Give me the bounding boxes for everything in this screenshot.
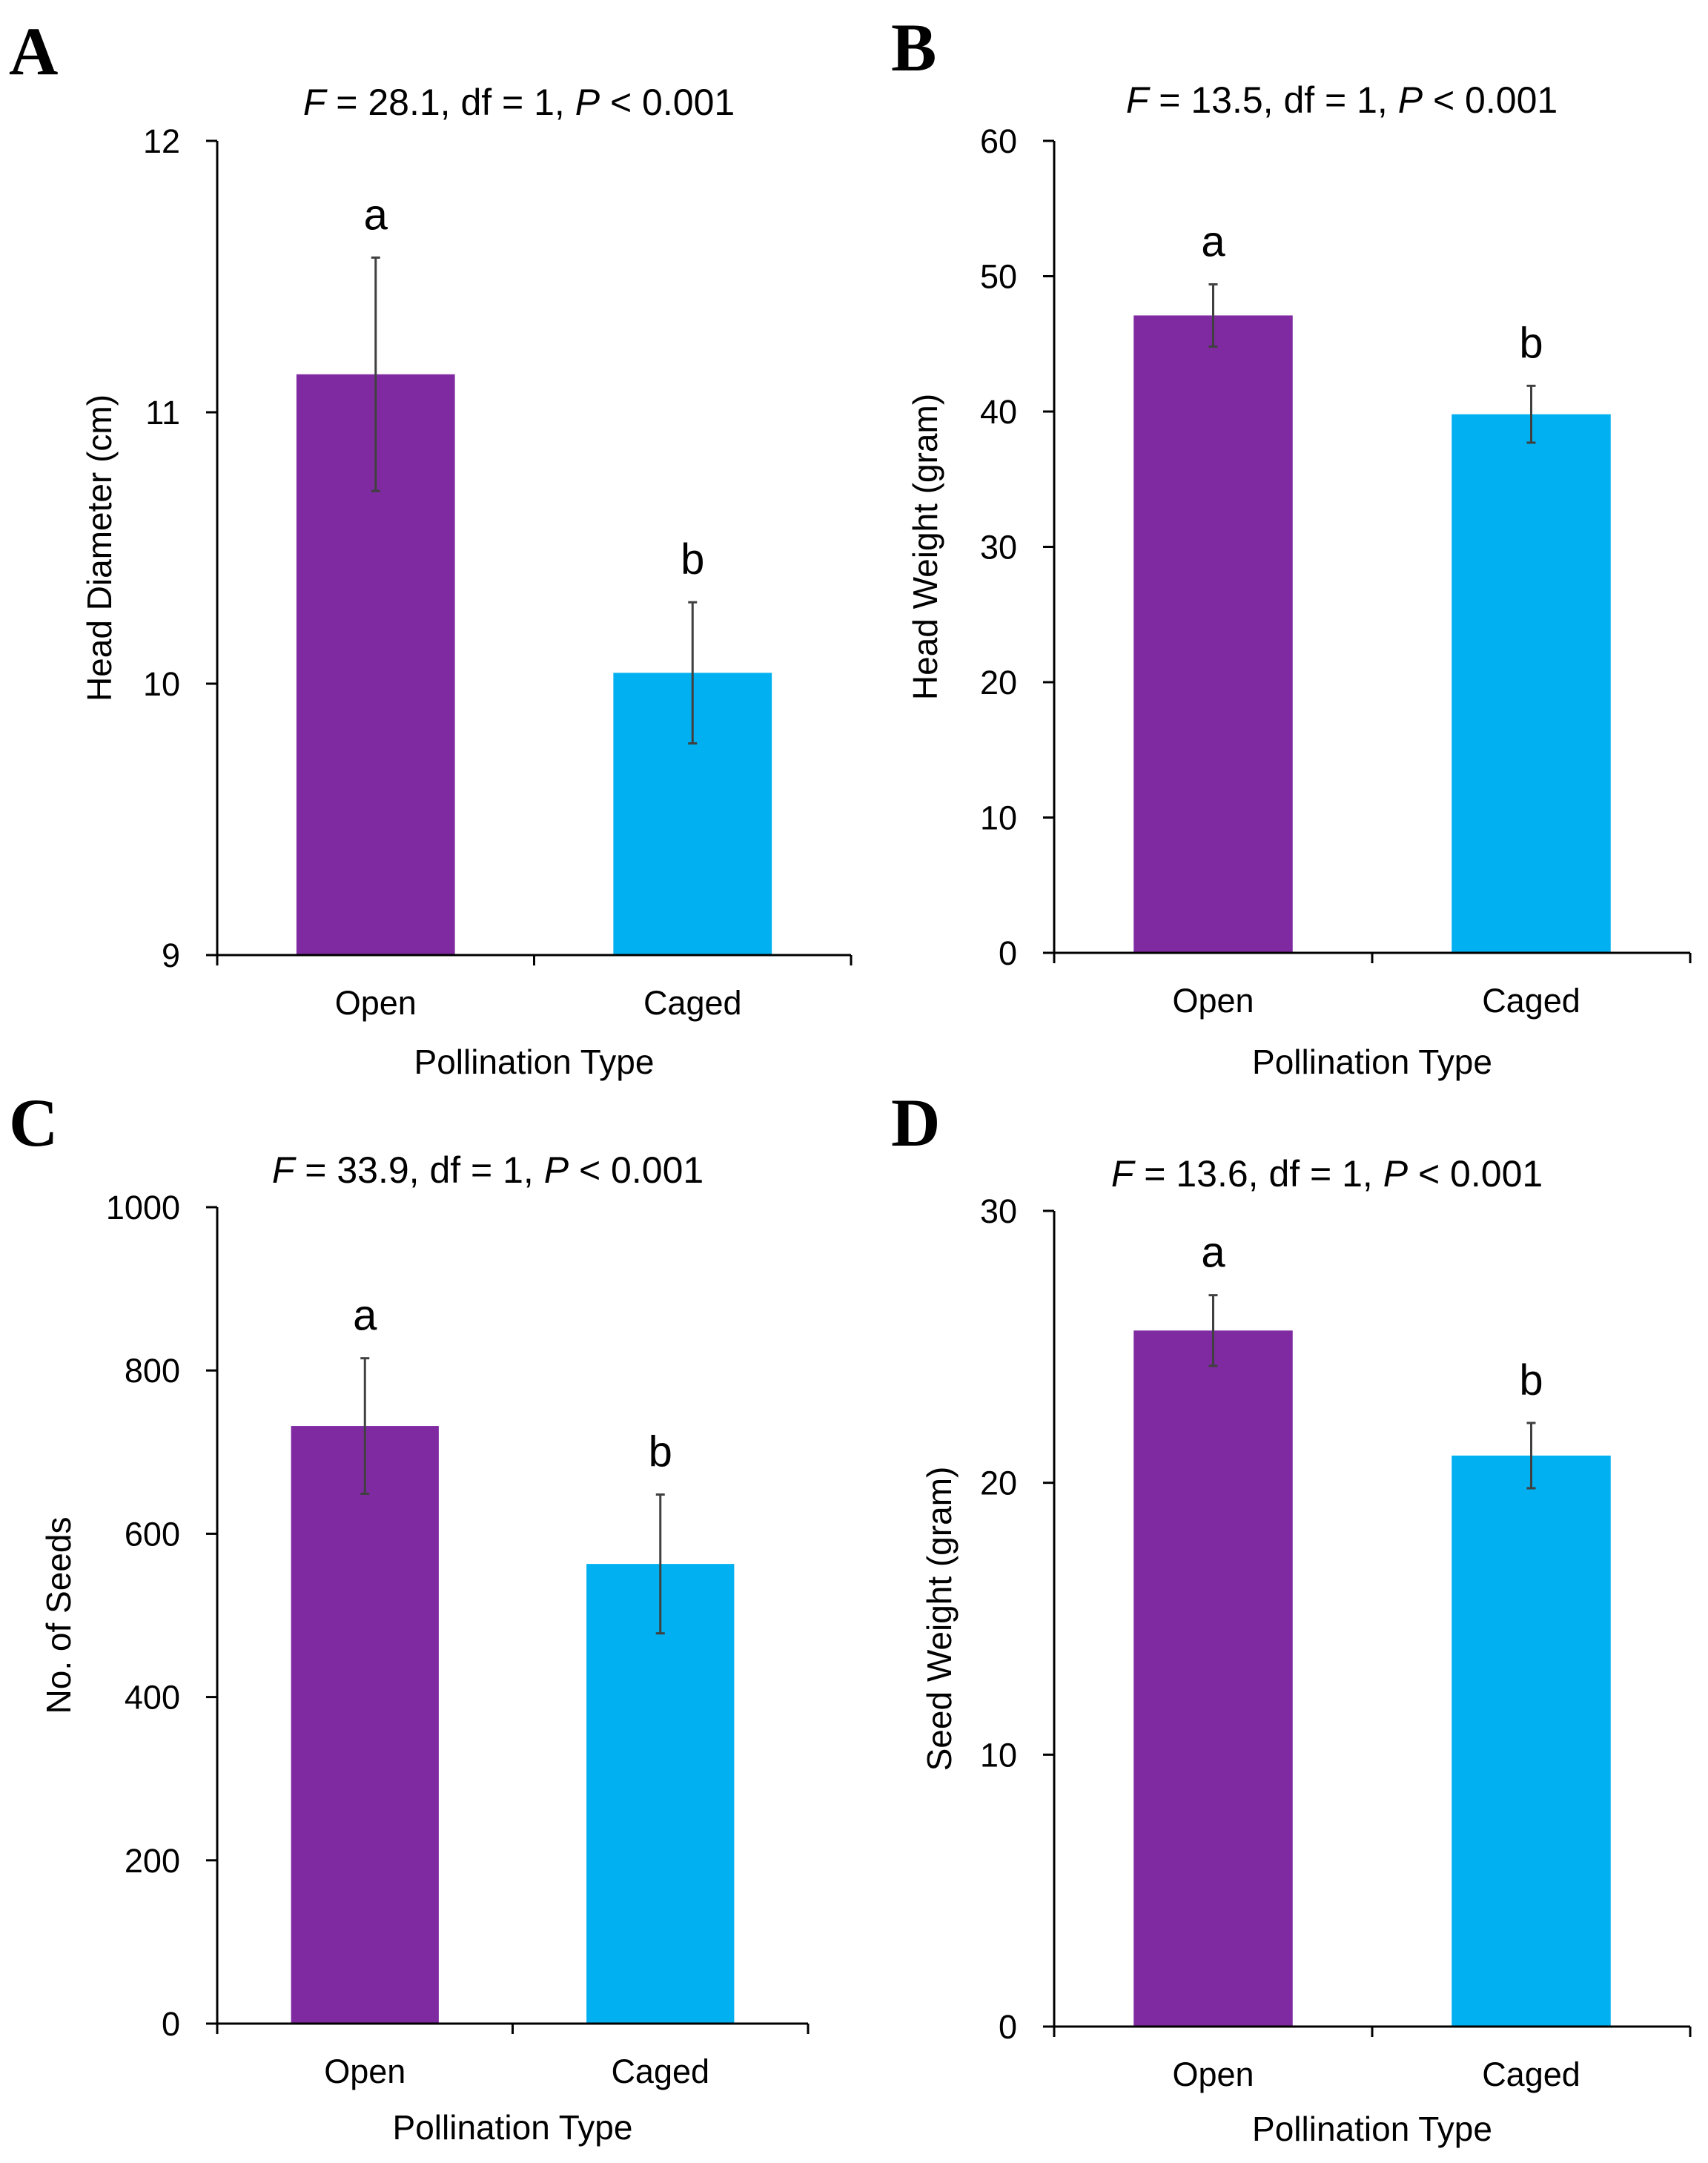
y-tick-label: 400 bbox=[125, 1679, 180, 1717]
significance-letter: a bbox=[364, 191, 388, 239]
x-tick-label: Open bbox=[1172, 2055, 1254, 2093]
stat-p-value: < 0.001 bbox=[1408, 1153, 1543, 1195]
significance-letter: a bbox=[1201, 1229, 1225, 1277]
y-tick-label: 20 bbox=[980, 1464, 1017, 1502]
y-tick-label: 10 bbox=[143, 665, 180, 703]
stat-f-value: = 13.5, df = 1, bbox=[1148, 79, 1397, 121]
stat-f-label: F bbox=[303, 82, 328, 123]
y-axis-title: Head Weight (gram) bbox=[906, 394, 944, 700]
chart-panel-a: A F = 28.1, df = 1, P < 0.001 a Open b Caged 9… bbox=[9, 13, 853, 1081]
x-tick-label: Caged bbox=[611, 2053, 709, 2090]
significance-letter: b bbox=[1519, 319, 1543, 367]
x-axis-title: Pollination Type bbox=[1252, 1043, 1492, 1081]
stat-f-value: = 28.1, df = 1, bbox=[325, 82, 575, 123]
y-tick-label: 0 bbox=[999, 934, 1017, 972]
significance-letter: b bbox=[649, 1428, 672, 1476]
y-tick-label: 40 bbox=[980, 393, 1017, 431]
significance-letter: b bbox=[681, 535, 704, 584]
y-tick-label: 60 bbox=[980, 122, 1017, 160]
panel-letter: A bbox=[9, 13, 58, 89]
y-tick-label: 50 bbox=[980, 258, 1017, 296]
bar-caged bbox=[1452, 414, 1611, 953]
y-tick-label: 9 bbox=[162, 937, 180, 974]
stat-p-value: < 0.001 bbox=[569, 1149, 704, 1191]
y-tick-label: 11 bbox=[145, 394, 180, 432]
stat-p-value: < 0.001 bbox=[1423, 79, 1558, 121]
y-tick-label: 1000 bbox=[106, 1189, 180, 1226]
stat-summary: F = 13.6, df = 1, P < 0.001 bbox=[1111, 1153, 1543, 1195]
bar-caged bbox=[1452, 1456, 1611, 2027]
bar-caged bbox=[586, 1564, 735, 2024]
y-tick-label: 10 bbox=[980, 1736, 1017, 1774]
y-tick-label: 20 bbox=[980, 664, 1017, 701]
panel-letter: B bbox=[891, 10, 936, 85]
significance-letter: b bbox=[1519, 1356, 1543, 1404]
stat-p-value: < 0.001 bbox=[600, 82, 735, 123]
y-tick-label: 600 bbox=[125, 1515, 180, 1553]
y-axis-title: Seed Weight (gram) bbox=[920, 1467, 959, 1771]
stat-summary: F = 33.9, df = 1, P < 0.001 bbox=[272, 1149, 704, 1191]
bar-open bbox=[1133, 315, 1293, 953]
x-tick-label: Open bbox=[324, 2053, 406, 2090]
x-axis-title: Pollination Type bbox=[414, 1043, 655, 1081]
y-axis-title: No. of Seeds bbox=[39, 1517, 78, 1714]
y-tick-label: 200 bbox=[125, 1842, 180, 1880]
stat-p-label: P bbox=[544, 1149, 569, 1191]
chart-panel-b: B F = 13.5, df = 1, P < 0.001 a Open b Caged 0… bbox=[891, 10, 1692, 1081]
stat-p-label: P bbox=[1383, 1153, 1409, 1195]
panel-letter: D bbox=[891, 1085, 940, 1160]
bar-open bbox=[1133, 1330, 1293, 2027]
y-tick-label: 10 bbox=[980, 799, 1017, 837]
significance-letter: a bbox=[1201, 217, 1225, 265]
x-tick-label: Open bbox=[1172, 982, 1254, 1020]
x-tick-label: Caged bbox=[1482, 982, 1580, 1020]
significance-letter: a bbox=[353, 1292, 377, 1340]
stat-summary: F = 13.5, df = 1, P < 0.001 bbox=[1126, 79, 1558, 121]
stat-f-label: F bbox=[1111, 1153, 1136, 1195]
stat-f-value: = 13.6, df = 1, bbox=[1133, 1153, 1383, 1195]
x-axis-title: Pollination Type bbox=[1252, 2110, 1492, 2148]
chart-panel-d: D F = 13.6, df = 1, P < 0.001 a Open b Caged 0… bbox=[891, 1085, 1692, 2148]
stat-f-value: = 33.9, df = 1, bbox=[294, 1149, 543, 1191]
panel-letter: C bbox=[9, 1085, 58, 1160]
x-tick-label: Caged bbox=[643, 984, 742, 1022]
stat-f-label: F bbox=[1126, 79, 1151, 121]
y-tick-label: 800 bbox=[125, 1352, 180, 1390]
y-tick-label: 12 bbox=[143, 122, 180, 160]
x-axis-title: Pollination Type bbox=[393, 2108, 633, 2147]
y-tick-label: 30 bbox=[980, 1192, 1017, 1230]
stat-p-label: P bbox=[575, 82, 600, 123]
chart-panel-c: C F = 33.9, df = 1, P < 0.001 a Open b Caged 0… bbox=[9, 1085, 810, 2147]
stat-f-label: F bbox=[272, 1149, 297, 1191]
bar-open bbox=[291, 1426, 439, 2024]
stat-p-label: P bbox=[1398, 79, 1423, 121]
y-axis-title: Head Diameter (cm) bbox=[80, 394, 119, 701]
y-tick-label: 30 bbox=[980, 529, 1017, 567]
y-tick-label: 0 bbox=[999, 2008, 1017, 2046]
stat-summary: F = 28.1, df = 1, P < 0.001 bbox=[303, 82, 735, 123]
y-tick-label: 0 bbox=[162, 2005, 180, 2043]
x-tick-label: Open bbox=[335, 984, 417, 1022]
x-tick-label: Caged bbox=[1482, 2055, 1580, 2093]
